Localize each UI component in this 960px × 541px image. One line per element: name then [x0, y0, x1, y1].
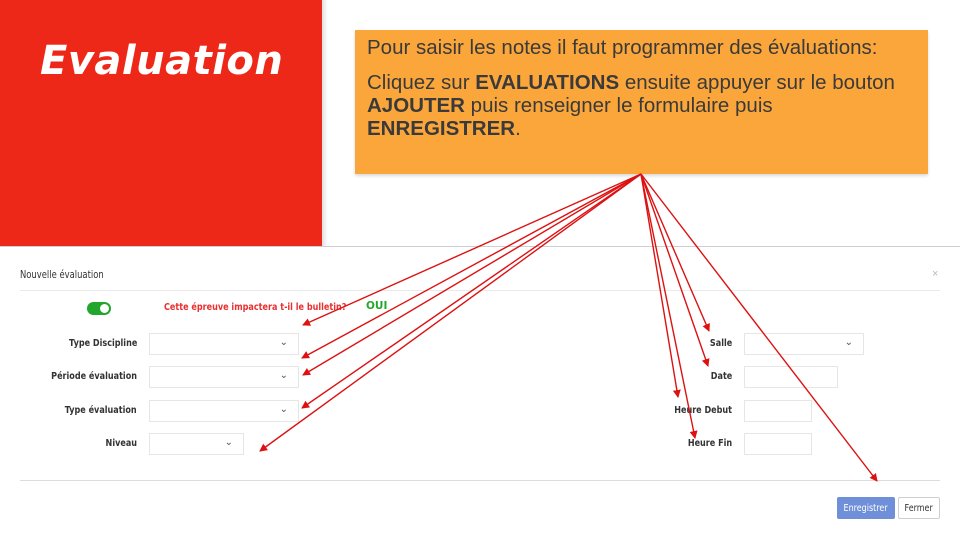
instruction-callout: Pour saisir les notes il faut programmer… [355, 30, 928, 174]
heure-debut-input[interactable] [744, 400, 812, 422]
modal-title: Nouvelle évaluation [20, 268, 104, 281]
salle-select[interactable]: ⌄ [744, 333, 864, 355]
chevron-down-icon: ⌄ [224, 437, 233, 448]
salle-label: Salle [709, 338, 732, 349]
heure-fin-label: Heure Fin [687, 438, 732, 449]
niveau-label: Niveau [105, 438, 137, 449]
modal-divider-top [20, 290, 940, 291]
close-button[interactable]: Fermer [898, 497, 940, 519]
bulletin-answer: OUI [366, 300, 388, 312]
chevron-down-icon: ⌄ [279, 337, 288, 348]
heure-fin-input[interactable] [744, 433, 812, 455]
toggle-knob [100, 304, 109, 313]
bulletin-question: Cette épreuve impactera t-il le bulletin… [164, 302, 347, 313]
callout-ajouter: AJOUTER [367, 94, 465, 117]
chevron-down-icon: ⌄ [279, 370, 288, 381]
callout-line-2: Cliquez sur EVALUATIONS ensuite appuyer … [367, 71, 895, 140]
callout-enregistrer: ENREGISTRER [367, 117, 516, 140]
niveau-select[interactable]: ⌄ [149, 433, 244, 455]
panel-shadow [322, 0, 328, 248]
type-discipline-label: Type Discipline [68, 338, 137, 349]
callout-line-1: Pour saisir les notes il faut programmer… [367, 36, 878, 59]
heure-debut-label: Heure Debut [674, 405, 732, 416]
chevron-down-icon: ⌄ [279, 404, 288, 415]
periode-evaluation-label: Période évaluation [51, 371, 137, 382]
chevron-down-icon: ⌄ [844, 337, 853, 348]
type-evaluation-select[interactable]: ⌄ [149, 400, 299, 422]
slide-title: Evaluation [40, 38, 284, 84]
callout-evaluations: EVALUATIONS [475, 71, 620, 94]
type-discipline-select[interactable]: ⌄ [149, 333, 299, 355]
toggle-on-icon[interactable] [87, 302, 111, 315]
date-input[interactable] [744, 366, 838, 388]
type-evaluation-label: Type évaluation [65, 405, 137, 416]
close-icon[interactable]: × [932, 268, 939, 280]
save-button[interactable]: Enregistrer [837, 497, 895, 519]
modal-divider-bottom [20, 480, 940, 481]
date-label: Date [710, 371, 732, 382]
periode-evaluation-select[interactable]: ⌄ [149, 366, 299, 388]
